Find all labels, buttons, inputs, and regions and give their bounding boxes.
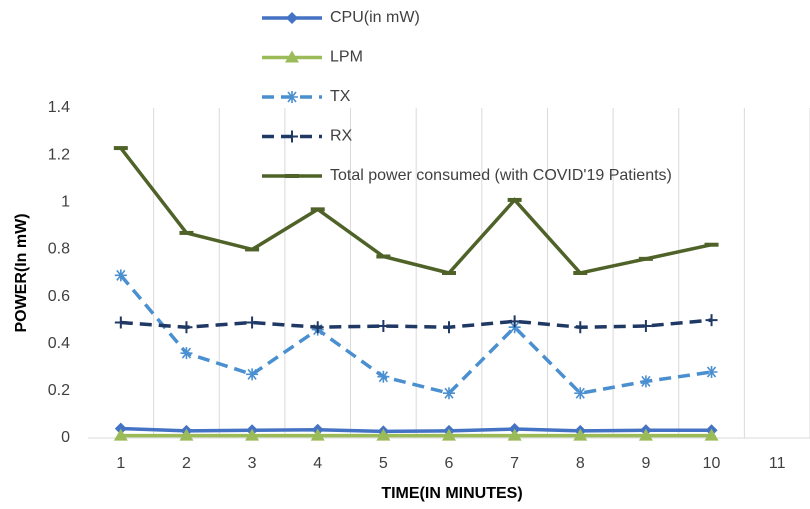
marker [114,316,127,329]
marker [443,387,455,400]
marker [310,428,325,441]
marker [311,321,324,334]
legend-label: RX [330,128,353,145]
marker [114,269,127,282]
y-tick-label: 0.2 [48,382,70,399]
marker [639,375,652,388]
legend-item: RX [262,128,353,145]
marker [574,387,587,400]
y-tick-label: 1.2 [48,146,70,163]
legend-item: LPM [262,49,363,66]
x-tick-label: 4 [313,455,322,472]
legend-item: Total power consumed (with COVID'19 Pati… [262,167,672,184]
marker [443,321,455,334]
x-tick-label: 8 [576,455,585,472]
marker [376,428,391,441]
marker [377,320,390,333]
marker [246,316,259,329]
marker [705,314,718,327]
marker [113,428,128,441]
marker [180,321,193,334]
marker [286,130,298,143]
marker [245,428,260,441]
x-tick-label: 5 [379,455,388,472]
marker [285,50,299,63]
marker [246,368,259,381]
marker [114,422,127,435]
y-tick-label: 1.4 [48,99,70,116]
y-tick-label: 0.6 [48,288,70,305]
x-tick-label: 11 [769,455,786,472]
x-axis-title: TIME(IN MINUTES) [381,485,522,502]
legend-label: LPM [330,49,363,66]
marker [638,428,653,441]
y-axis-title: POWER(In mW) [13,213,30,332]
marker [508,315,521,328]
series-line [119,147,712,275]
y-tick-label: 1 [61,194,70,211]
marker [704,428,719,441]
x-tick-label: 2 [182,455,191,472]
legend-item: CPU(in mW) [262,9,420,26]
x-tick-label: 10 [703,455,721,472]
y-tick-label: 0.4 [48,335,70,352]
y-tick-label: 0 [61,429,70,446]
x-tick-label: 9 [641,455,650,472]
x-tick-label: 7 [510,455,519,472]
marker [179,428,194,441]
y-tick-label: 0.8 [48,241,70,258]
series-line [120,426,712,434]
marker [180,347,193,360]
x-tick-label: 1 [116,455,125,472]
marker [705,366,718,378]
series-line [120,318,712,329]
legend-label: Total power consumed (with COVID'19 Pati… [330,167,672,184]
x-tick-label: 3 [248,455,257,472]
legend-label: TX [330,88,351,105]
series-line [119,274,712,396]
marker [442,428,456,441]
marker [639,320,652,333]
legend-item: TX [262,88,351,105]
marker [573,428,588,441]
marker [574,321,587,334]
marker [507,428,522,441]
legend-label: CPU(in mW) [330,9,420,26]
x-tick-label: 6 [445,455,454,472]
marker [377,370,390,383]
marker [286,91,298,103]
marker [286,12,298,24]
